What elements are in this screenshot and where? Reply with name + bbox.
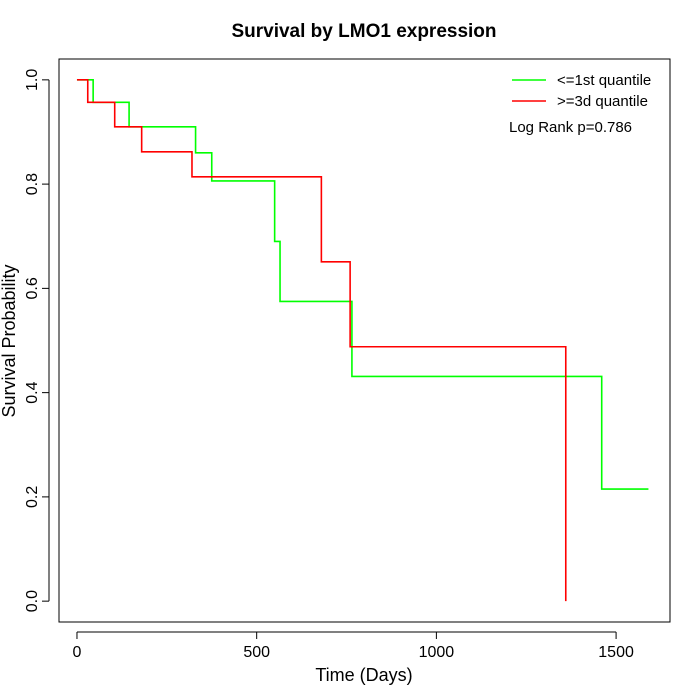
series-line-2: [76, 79, 567, 602]
legend-label: >=3d quantile: [557, 93, 648, 110]
y-tick-label: 0.0: [24, 590, 41, 612]
y-axis: 0.0 0.2 0.4 0.6 0.8 1.0: [24, 69, 50, 612]
y-tick-label: 0.4: [24, 381, 41, 403]
legend-label: <=1st quantile: [557, 72, 651, 89]
log-rank-annotation: Log Rank p=0.786: [509, 119, 632, 136]
x-tick-label: 1000: [419, 644, 455, 661]
y-tick-label: 0.8: [24, 173, 41, 195]
legend: <=1st quantile >=3d quantile: [512, 72, 651, 110]
x-axis: 0 500 1000 1500: [73, 631, 634, 661]
x-tick-label: 500: [243, 644, 270, 661]
series-layer: [76, 79, 649, 602]
series-line-1: [76, 79, 649, 490]
x-axis-label: Time (Days): [315, 665, 412, 685]
y-tick-label: 1.0: [24, 69, 41, 91]
chart-title: Survival by LMO1 expression: [231, 21, 496, 42]
x-tick-label: 0: [73, 644, 82, 661]
y-tick-label: 0.6: [24, 277, 41, 299]
x-tick-label: 1500: [598, 644, 634, 661]
plot-frame: [58, 58, 671, 623]
y-axis-label: Survival Probability: [0, 264, 19, 417]
y-tick-label: 0.2: [24, 486, 41, 508]
